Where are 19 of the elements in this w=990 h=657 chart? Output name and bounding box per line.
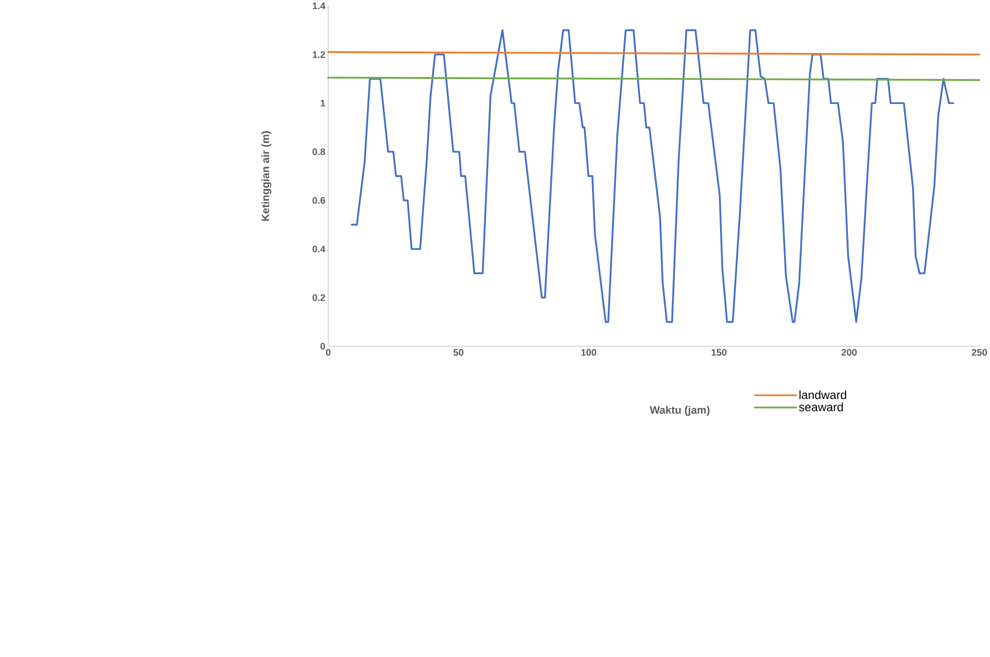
y-tick-label: 0.4 xyxy=(312,245,326,252)
x-tick-label: 0 xyxy=(326,348,330,356)
y-tick-label: 0.8 xyxy=(312,148,326,155)
y-tick-label: 1.2 xyxy=(312,51,326,58)
line-series xyxy=(350,29,954,323)
y-tick-label: 0 xyxy=(320,342,326,350)
legend-label: landward xyxy=(800,390,846,399)
y-tick-label: 1.4 xyxy=(312,2,326,9)
x-tick-label: 100 xyxy=(581,348,596,356)
x-tick-label: 250 xyxy=(972,348,987,356)
legend-label: seaward xyxy=(799,402,843,412)
x-axis-title: Waktu (jam) xyxy=(650,406,710,416)
y-axis-title: Ketinggian air (m) xyxy=(261,130,272,221)
x-tick-label: 150 xyxy=(712,348,726,356)
y-tick-label: 1 xyxy=(320,100,326,106)
x-tick-label: 50 xyxy=(453,348,464,356)
y-tick-label: 0.6 xyxy=(312,196,326,204)
y-tick-label: 0.2 xyxy=(312,294,326,301)
x-tick-label: 200 xyxy=(842,348,857,356)
